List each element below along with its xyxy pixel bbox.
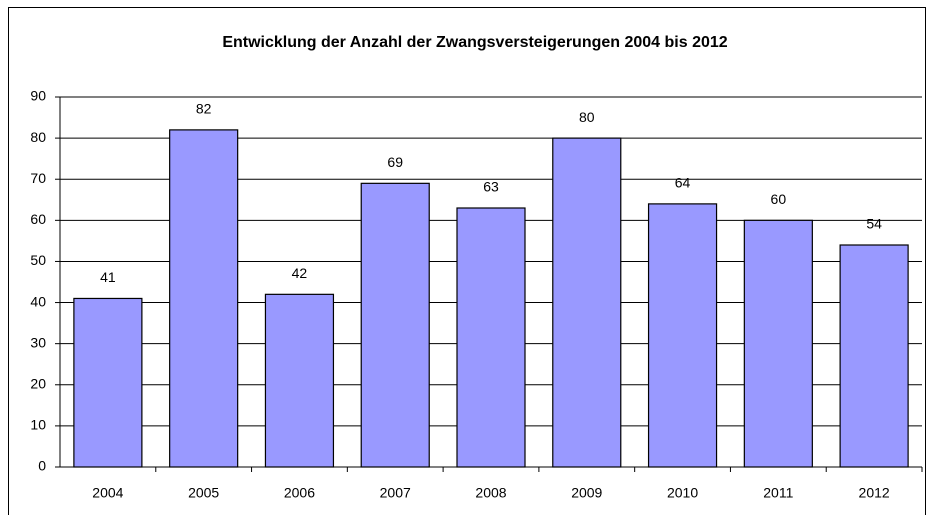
bar [73, 297, 143, 468]
bar [552, 137, 622, 468]
y-tick-label: 80 [30, 129, 46, 145]
data-label: 63 [483, 179, 499, 195]
data-label: 42 [292, 265, 308, 281]
bar [169, 129, 239, 468]
x-tick-label: 2009 [571, 485, 602, 501]
y-tick-label: 30 [30, 334, 46, 350]
data-label: 64 [675, 175, 691, 191]
chart-title: Entwicklung der Anzahl der Zwangsverstei… [222, 34, 727, 51]
x-tick-label: 2006 [284, 485, 315, 501]
bar [839, 244, 909, 468]
data-label: 60 [771, 191, 787, 207]
y-tick-label: 0 [38, 458, 46, 474]
y-tick-label: 20 [30, 375, 46, 391]
bar [647, 203, 718, 468]
y-tick-label: 40 [30, 293, 46, 309]
y-tick-label: 50 [30, 252, 46, 268]
data-label: 80 [579, 109, 595, 125]
bar [360, 182, 430, 468]
x-tick-label: 2011 [763, 485, 793, 501]
data-label: 54 [866, 216, 882, 232]
data-label: 82 [196, 101, 212, 117]
bar [264, 293, 335, 468]
x-tick-label: 2004 [92, 485, 123, 501]
bar [456, 207, 526, 468]
y-tick-label: 60 [30, 211, 46, 227]
bar [743, 219, 813, 468]
x-tick-label: 2012 [859, 485, 890, 501]
y-tick-label: 70 [30, 170, 46, 186]
data-label: 69 [387, 154, 403, 170]
x-tick-label: 2007 [380, 485, 411, 501]
x-tick-label: 2005 [188, 485, 219, 501]
y-tick-label: 90 [30, 88, 46, 104]
x-tick-label: 2010 [667, 485, 698, 501]
x-tick-label: 2008 [475, 485, 506, 501]
data-label: 41 [100, 269, 116, 285]
y-tick-label: 10 [30, 417, 46, 433]
